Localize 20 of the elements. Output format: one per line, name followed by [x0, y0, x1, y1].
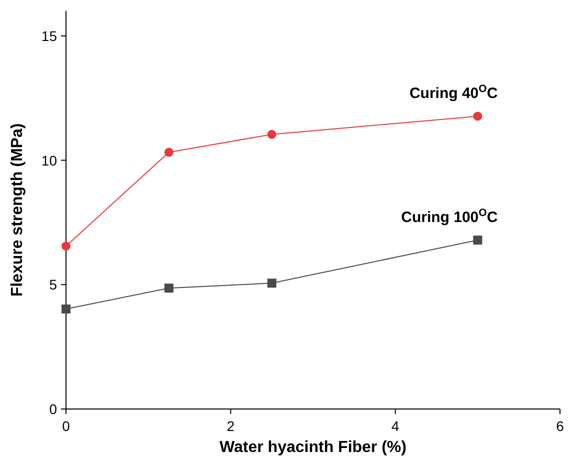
- x-tick-label: 2: [226, 418, 235, 434]
- point: [164, 148, 174, 157]
- x-tick-label: 6: [556, 418, 564, 434]
- point: [473, 112, 482, 121]
- series-label: Curing 40$^{O}$C: [409, 83, 498, 102]
- y-tick-label: 10: [41, 152, 58, 168]
- x-tick-label: 0: [62, 418, 70, 434]
- point: [473, 236, 482, 245]
- point: [267, 278, 276, 288]
- y-tick-label: 5: [49, 276, 58, 293]
- point: [62, 304, 70, 314]
- point: [62, 242, 70, 251]
- y-axis-title: Flexure strength (MPa): [9, 123, 26, 297]
- y-tick-label: 15: [41, 28, 58, 44]
- point: [267, 130, 276, 139]
- x-tick-label: 4: [391, 418, 400, 434]
- x-axis-title: Water hyacinth Fiber (%): [220, 439, 406, 456]
- point: [164, 284, 174, 293]
- series-label: Curing 100$^{O}$C: [401, 207, 498, 226]
- y-tick-label: 0: [49, 401, 58, 417]
